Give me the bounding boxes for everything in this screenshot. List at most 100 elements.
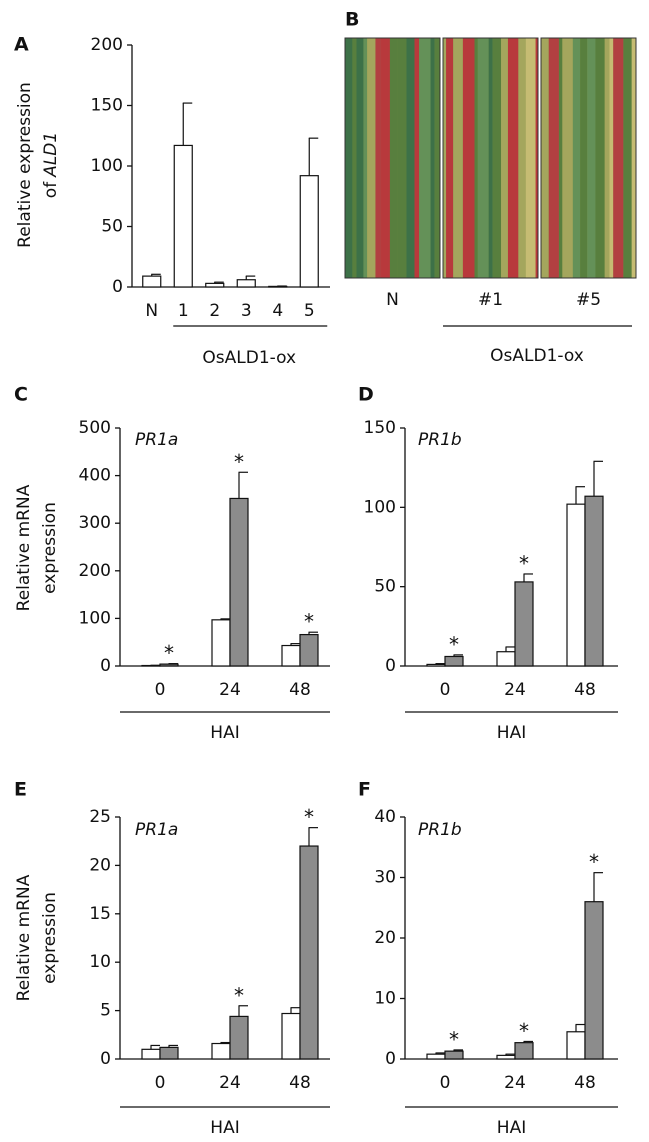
- x-tick-label: 0: [440, 680, 451, 700]
- photo-label: N: [386, 290, 399, 310]
- y-axis-label: Relative expression: [15, 82, 35, 248]
- bar: [281, 644, 301, 667]
- bar: [514, 1042, 534, 1060]
- leaf-stripe: [501, 38, 508, 278]
- leaf-stripe: [541, 38, 549, 278]
- leaf-stripe: [587, 38, 596, 278]
- significance: *: [234, 450, 244, 474]
- bar: [566, 1031, 586, 1060]
- leaf-stripe: [381, 38, 390, 278]
- leaf-stripe: [525, 38, 536, 278]
- bar: [496, 651, 516, 667]
- leaf-stripe: [580, 38, 588, 278]
- leaf-stripe: [430, 38, 435, 278]
- leaf-stripe: [397, 38, 407, 278]
- y-axis-label: expression: [40, 892, 60, 984]
- panel-letter: A: [14, 34, 29, 56]
- leaf-stripe: [474, 38, 478, 278]
- y-tick-label: 10: [89, 952, 111, 972]
- y-tick-label: 0: [100, 1049, 111, 1069]
- photo-frame: [442, 37, 539, 279]
- bar: [444, 655, 464, 667]
- photo-label: #1: [478, 290, 503, 310]
- bar: [299, 633, 319, 667]
- y-axis-label-gene: ALD1: [41, 132, 61, 178]
- x-axis-label: HAI: [497, 1118, 526, 1138]
- bar: [211, 619, 231, 667]
- leaf-stripe: [453, 38, 463, 278]
- bar: [159, 1046, 179, 1060]
- bar: [299, 845, 319, 1060]
- y-tick-label: 0: [100, 656, 111, 676]
- y-tick-label: 25: [89, 807, 111, 827]
- x-tick-label: 48: [289, 1073, 311, 1093]
- photo-frame: [540, 37, 637, 279]
- leaf-stripe: [595, 38, 605, 278]
- x-tick-label: 3: [241, 301, 252, 321]
- x-tick-label: 24: [504, 680, 526, 700]
- x-axis-label: HAI: [497, 723, 526, 743]
- significance: *: [449, 632, 459, 656]
- significance: *: [519, 1019, 529, 1043]
- group-label: OsALD1-ox: [202, 348, 296, 368]
- leaf-stripe: [419, 38, 431, 278]
- bar: [229, 1015, 249, 1060]
- x-tick-label: 0: [155, 1073, 166, 1093]
- bar: [236, 279, 256, 288]
- significance: *: [589, 850, 599, 874]
- leaf-stripe: [609, 38, 614, 278]
- panel-letter: D: [358, 384, 374, 406]
- bar: [173, 144, 193, 288]
- bar: [211, 1042, 231, 1060]
- leaf-stripe: [488, 38, 493, 278]
- y-tick-label: 0: [385, 1049, 396, 1069]
- gene-label: PR1b: [418, 430, 462, 450]
- y-tick-label: 5: [100, 1001, 111, 1021]
- gene-label: PR1b: [418, 820, 462, 840]
- x-tick-label: 0: [440, 1073, 451, 1093]
- leaf-stripe: [375, 38, 382, 278]
- panel-letter: C: [14, 384, 28, 406]
- leaf-stripe: [345, 38, 353, 278]
- leaf-stripe: [389, 38, 398, 278]
- leaf-stripe: [477, 38, 489, 278]
- bar: [496, 1054, 516, 1060]
- y-tick-label: 200: [91, 35, 123, 55]
- y-tick-label: 15: [89, 904, 111, 924]
- leaf-stripe: [613, 38, 624, 278]
- significance: *: [304, 805, 314, 829]
- leaf-photo: [344, 37, 441, 279]
- leaf-stripe: [414, 38, 420, 278]
- leaf-stripe: [352, 38, 357, 278]
- significance: *: [164, 641, 174, 665]
- leaf-stripe: [406, 38, 415, 278]
- leaf-stripe: [492, 38, 502, 278]
- x-tick-label: 0: [155, 680, 166, 700]
- y-tick-label: 50: [374, 577, 396, 597]
- leaf-stripe: [548, 38, 559, 278]
- y-tick-label: 30: [374, 868, 396, 888]
- y-tick-label: 400: [79, 466, 111, 486]
- bar: [205, 282, 225, 288]
- bar: [426, 663, 446, 667]
- leaf-stripe: [562, 38, 573, 278]
- y-tick-label: 150: [364, 418, 396, 438]
- leaf-stripe: [572, 38, 581, 278]
- bar: [514, 581, 534, 667]
- y-tick-label: 150: [91, 96, 123, 116]
- leaf-stripe: [434, 38, 440, 278]
- leaf-photo: [442, 37, 539, 279]
- x-tick-label: 24: [504, 1073, 526, 1093]
- leaf-stripe: [363, 38, 368, 278]
- y-tick-label: 20: [374, 928, 396, 948]
- significance: *: [519, 551, 529, 575]
- photo-frame: [344, 37, 441, 279]
- y-axis-label: Relative mRNA: [14, 874, 34, 1001]
- leaf-photo: [540, 37, 637, 279]
- x-tick-label: 24: [219, 680, 241, 700]
- bar: [281, 1012, 301, 1060]
- y-tick-label: 100: [91, 156, 123, 176]
- y-tick-label: 10: [374, 989, 396, 1009]
- x-tick-label: 2: [209, 301, 220, 321]
- y-axis-label: ofALD1: [41, 132, 61, 198]
